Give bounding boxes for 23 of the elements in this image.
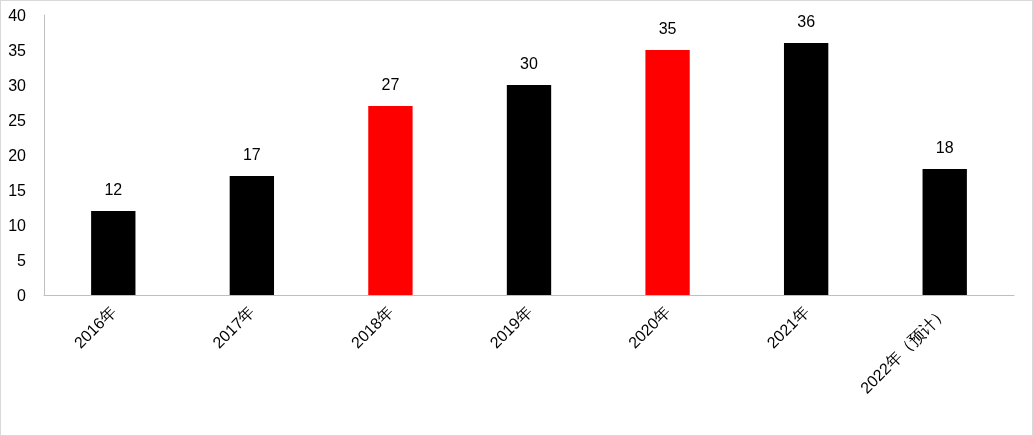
y-tick-label: 35 <box>8 41 27 59</box>
y-tick-label: 40 <box>8 6 27 24</box>
data-label: 36 <box>797 12 816 30</box>
data-label: 18 <box>935 138 954 156</box>
bar <box>91 211 136 295</box>
bar <box>368 106 413 295</box>
data-label: 17 <box>242 145 261 163</box>
data-label: 30 <box>520 54 538 72</box>
y-tick-label: 0 <box>17 286 27 304</box>
data-label: 35 <box>658 19 677 37</box>
y-tick-label: 30 <box>8 76 27 94</box>
y-tick-label: 25 <box>8 111 27 129</box>
bar <box>783 43 829 295</box>
data-label: 27 <box>381 75 400 93</box>
bar <box>922 169 967 295</box>
bar <box>506 85 552 295</box>
y-tick-label: 20 <box>8 146 27 164</box>
bar <box>645 50 690 295</box>
data-label: 12 <box>104 180 123 198</box>
y-tick-label: 10 <box>8 216 27 234</box>
bar <box>229 176 275 295</box>
y-tick-label: 5 <box>17 251 27 269</box>
y-tick-label: 15 <box>8 181 27 199</box>
